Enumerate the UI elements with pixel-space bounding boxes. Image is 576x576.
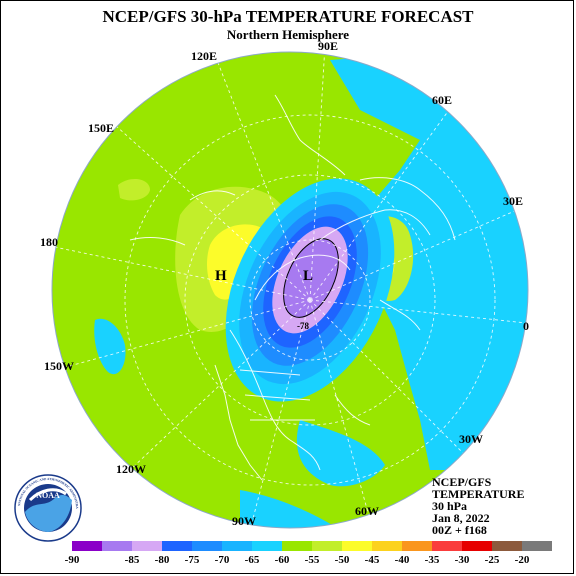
legend-tick-label: -40 <box>395 554 410 566</box>
legend-swatch <box>222 541 252 551</box>
legend-tick-label: -35 <box>425 554 440 566</box>
legend-tick-label: -20 <box>515 554 530 566</box>
legend-swatch <box>162 541 192 551</box>
longitude-labels: 90E 60E 30E 0 30W 60W 90W 120W 150W 180 … <box>40 39 529 528</box>
legend-swatch <box>252 541 282 551</box>
legend-swatch <box>72 541 102 551</box>
lon-label-30w: 30W <box>459 432 483 446</box>
lon-label-60e: 60E <box>432 93 452 107</box>
legend-tick-label: -70 <box>215 554 230 566</box>
legend-swatch <box>432 541 462 551</box>
noaa-logo-text: NOAA <box>36 491 60 500</box>
vortex-contour <box>283 238 339 318</box>
lon-label-0: 0 <box>523 319 529 333</box>
legend-tick-label: -90 <box>65 554 80 566</box>
legend-swatch <box>102 541 132 551</box>
lon-label-90e: 90E <box>318 39 338 53</box>
legend-swatch <box>522 541 552 551</box>
lon-label-150e: 150E <box>88 121 114 135</box>
legend-tick-label: -55 <box>305 554 320 566</box>
legend-swatch <box>402 541 432 551</box>
coastlines <box>129 94 456 481</box>
legend-swatch <box>462 541 492 551</box>
field-lightblue-east <box>330 55 528 470</box>
info-date: Jan 8, 2022 <box>432 511 490 525</box>
map-title: NCEP/GFS 30-hPa TEMPERATURE FORECAST <box>102 7 474 26</box>
field-lightblue-bottom <box>240 490 340 528</box>
info-variable: TEMPERATURE <box>432 487 525 501</box>
legend-tick-label: -75 <box>185 554 200 566</box>
info-level: 30 hPa <box>432 499 468 513</box>
legend-tick-label: -65 <box>245 554 260 566</box>
legend-tick-label: -30 <box>455 554 470 566</box>
lon-label-150w: 150W <box>44 359 74 373</box>
legend-swatch <box>192 541 222 551</box>
legend-tick-label: -50 <box>335 554 350 566</box>
lon-label-30e: 30E <box>503 194 523 208</box>
legend-swatch <box>312 541 342 551</box>
legend-tick-label: -85 <box>125 554 140 566</box>
legend-swatch <box>372 541 402 551</box>
high-pressure-label: H <box>215 268 227 284</box>
legend-tick-label: -45 <box>365 554 380 566</box>
legend-swatch <box>132 541 162 551</box>
temperature-color-legend: -90 -85 -80 -75 -70 -65 -60 -55 -50 -45 -40 -35 -30 -… <box>65 541 552 566</box>
temperature-field <box>52 52 528 528</box>
field-lightblue-south <box>296 420 385 487</box>
lon-label-60w: 60W <box>355 504 379 518</box>
lon-label-120w: 120W <box>116 462 146 476</box>
field-lightgreen-patch <box>118 178 150 201</box>
contour-value-label: -78 <box>297 321 309 331</box>
lon-label-90w: 90W <box>232 514 256 528</box>
legend-swatch <box>342 541 372 551</box>
lon-label-180: 180 <box>40 235 58 249</box>
legend-swatch <box>282 541 312 551</box>
map-subtitle: Northern Hemisphere <box>226 27 350 42</box>
info-model: NCEP/GFS <box>432 475 492 489</box>
lat-lon-grid <box>52 52 528 528</box>
field-lightblue-west <box>94 318 126 375</box>
legend-tick-label: -25 <box>485 554 500 566</box>
lon-label-120e: 120E <box>191 49 217 63</box>
info-forecast-time: 00Z + f168 <box>432 523 487 537</box>
map-disc-outline <box>51 51 529 529</box>
legend-swatch <box>492 541 522 551</box>
legend-tick-label: -80 <box>155 554 170 566</box>
legend-tick-label: -60 <box>275 554 290 566</box>
low-pressure-label: L <box>303 268 313 284</box>
